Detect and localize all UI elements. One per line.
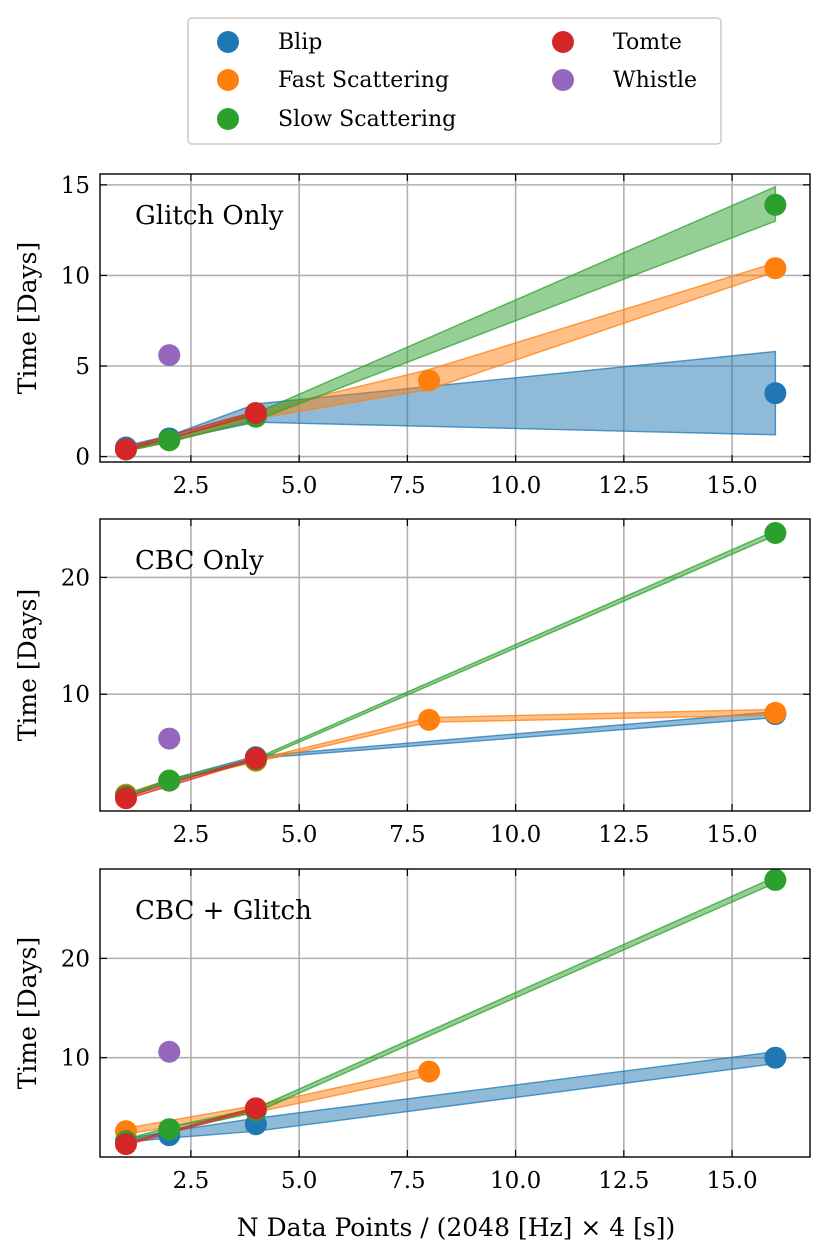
point-slow-scattering (764, 522, 787, 545)
axes-frame (99, 868, 811, 1158)
point-fast-scattering (764, 701, 787, 724)
point-slow-scattering (158, 769, 181, 792)
point-tomte (244, 747, 267, 770)
point-whistle (158, 344, 181, 367)
x-tick-label: 2.5 (173, 473, 210, 499)
y-axis-label: Time [Days] (13, 937, 42, 1090)
legend-marker-whistle (552, 69, 574, 91)
y-axis-label: Time [Days] (13, 242, 42, 395)
axes-frame (99, 173, 811, 463)
x-tick-label: 10.0 (490, 1168, 541, 1194)
ticks (100, 174, 810, 462)
plot-area (114, 522, 787, 810)
legend-frame (187, 17, 722, 145)
x-tick-label: 5.0 (281, 1168, 318, 1194)
x-tick-label: 5.0 (281, 822, 318, 848)
x-tick-label: 5.0 (281, 473, 318, 499)
legend-entry-tomte: Tomte (552, 30, 682, 55)
plot-area (114, 185, 787, 461)
legend-marker-blip (217, 31, 239, 53)
band-blip (125, 710, 777, 798)
point-slow-scattering (764, 193, 787, 216)
y-tick-label: 20 (61, 565, 90, 591)
point-tomte (114, 1133, 137, 1156)
ticks (100, 519, 810, 811)
point-tomte (114, 787, 137, 810)
axes-frame (99, 518, 811, 812)
x-tick-label: 10.0 (490, 822, 541, 848)
x-tick-label: 2.5 (173, 822, 210, 848)
point-fast-scattering (418, 369, 441, 392)
panel-cbc-glitch: 2.5 5.0 7.5 10.0 12.5 15.0 10 20 Time [Days] CBC … (13, 868, 811, 1194)
legend: Blip Fast Scattering Slow Scattering Tomte W… (187, 17, 722, 145)
point-fast-scattering (764, 257, 787, 280)
x-tick-label: 15.0 (706, 1168, 757, 1194)
point-whistle (158, 727, 181, 750)
y-tick-label: 5 (75, 354, 90, 380)
legend-label-blip: Blip (278, 30, 322, 55)
point-tomte (244, 402, 267, 425)
x-tick-label: 12.5 (598, 1168, 649, 1194)
x-tick-label: 12.5 (598, 473, 649, 499)
point-fast-scattering (418, 1060, 441, 1083)
point-slow-scattering (158, 1118, 181, 1141)
legend-label-tomte: Tomte (613, 30, 682, 55)
panel-title: CBC + Glitch (135, 896, 312, 926)
point-tomte (244, 1097, 267, 1120)
legend-marker-tomte (552, 31, 574, 53)
legend-marker-slow-scattering (217, 108, 239, 130)
panel-glitch-only: 2.5 5.0 7.5 10.0 12.5 15.0 0 5 10 15 Time [Days] Gl… (13, 173, 811, 499)
legend-entry-whistle: Whistle (552, 68, 697, 93)
panel-title: CBC Only (135, 546, 264, 576)
legend-entry-slow-scattering: Slow Scattering (217, 107, 456, 132)
legend-entry-fast-scattering: Fast Scattering (217, 68, 449, 93)
legend-label-whistle: Whistle (613, 68, 697, 93)
x-tick-label: 15.0 (706, 473, 757, 499)
x-tick-label: 7.5 (389, 473, 426, 499)
panel-cbc-only: 2.5 5.0 7.5 10.0 12.5 15.0 10 20 Time [Days] CBC … (13, 518, 811, 848)
y-tick-label: 10 (61, 263, 90, 289)
x-tick-label: 12.5 (598, 822, 649, 848)
y-tick-label: 10 (61, 1046, 90, 1072)
panel-title: Glitch Only (135, 201, 284, 231)
y-tick-label: 15 (61, 173, 90, 199)
x-axis-label: N Data Points / (2048 [Hz] × 4 [s]) (237, 1213, 675, 1242)
x-tick-label: 10.0 (490, 473, 541, 499)
y-tick-label: 10 (61, 682, 90, 708)
legend-marker-fast-scattering (217, 69, 239, 91)
x-tick-label: 7.5 (389, 822, 426, 848)
x-tick-label: 7.5 (389, 1168, 426, 1194)
point-slow-scattering (158, 429, 181, 452)
point-tomte (114, 438, 137, 461)
point-blip (764, 382, 787, 405)
point-slow-scattering (764, 869, 787, 891)
plot-area (114, 869, 787, 1156)
band-blip (125, 1050, 777, 1143)
y-tick-label: 0 (75, 445, 90, 471)
y-tick-label: 20 (61, 946, 90, 972)
ticks (100, 869, 810, 1157)
x-tick-label: 2.5 (173, 1168, 210, 1194)
grid (100, 519, 810, 811)
point-fast-scattering (418, 708, 441, 731)
legend-entry-blip: Blip (217, 30, 322, 55)
point-blip (764, 1046, 787, 1069)
y-axis-label: Time [Days] (13, 589, 42, 742)
grid (100, 869, 810, 1157)
x-tick-label: 15.0 (706, 822, 757, 848)
point-whistle (158, 1040, 181, 1063)
legend-label-fast-scattering: Fast Scattering (278, 68, 449, 93)
legend-label-slow-scattering: Slow Scattering (278, 107, 456, 132)
